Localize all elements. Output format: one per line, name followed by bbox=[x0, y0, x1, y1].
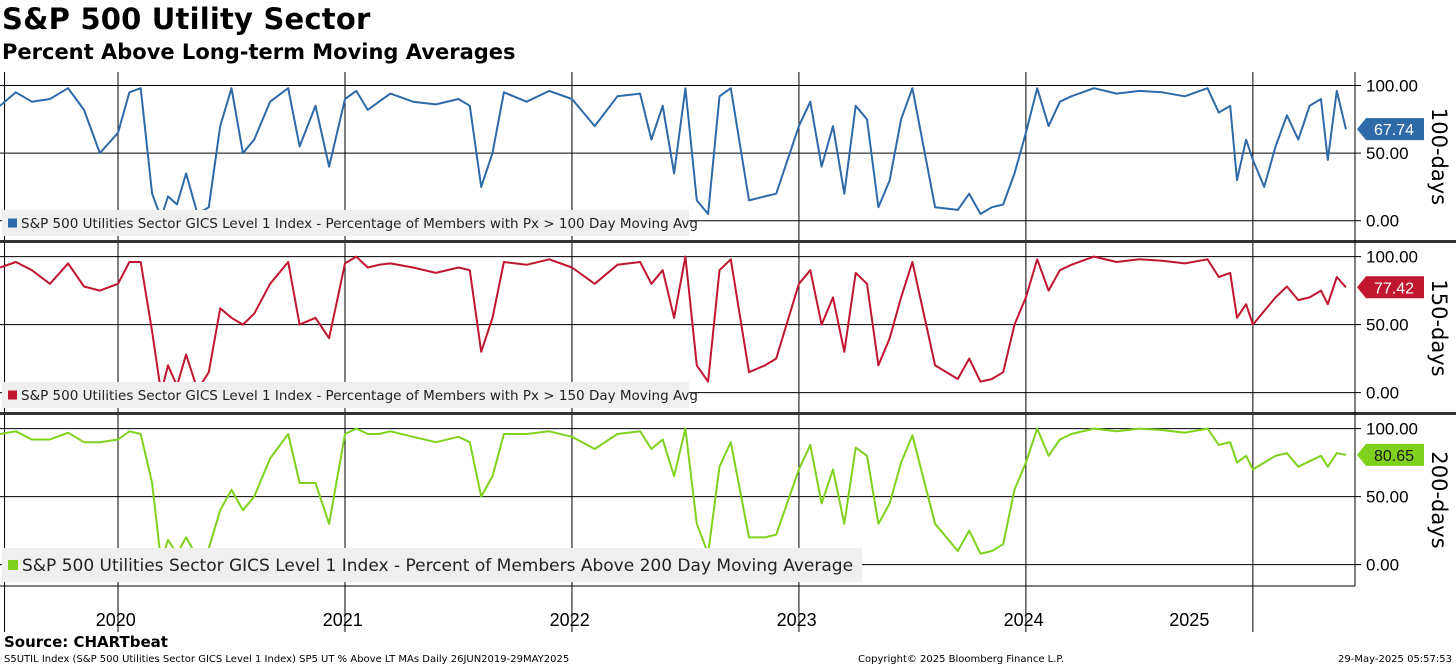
legend-box bbox=[2, 382, 689, 408]
ticker-info: S5UTIL Index (S&P 500 Utilities Sector G… bbox=[4, 654, 570, 665]
series-line-100-days bbox=[0, 87, 1347, 219]
legend-label: S&P 500 Utilities Sector GICS Level 1 In… bbox=[21, 216, 698, 232]
legend-swatch bbox=[8, 390, 17, 400]
x-tick-label: 2023 bbox=[777, 610, 817, 630]
panel-label: 150-days bbox=[1427, 279, 1451, 376]
y-tick-label: 50.00 bbox=[1366, 144, 1409, 163]
chart-subtitle: Percent Above Long-term Moving Averages bbox=[2, 40, 516, 64]
legend-swatch bbox=[8, 560, 18, 570]
y-tick-label: 0.00 bbox=[1366, 556, 1399, 575]
x-tick-label: 2021 bbox=[323, 610, 363, 630]
chart-title: S&P 500 Utility Sector bbox=[2, 2, 371, 36]
y-tick-label: 0.00 bbox=[1366, 212, 1399, 231]
y-tick-label: 100.00 bbox=[1366, 77, 1418, 96]
panel-label: 100-days bbox=[1427, 108, 1451, 205]
panel-separator bbox=[0, 412, 1456, 415]
panel-separator bbox=[0, 240, 1456, 243]
legend-label: S&P 500 Utilities Sector GICS Level 1 In… bbox=[21, 388, 698, 404]
y-tick-label: 100.00 bbox=[1366, 248, 1418, 267]
last-value-badge bbox=[1357, 443, 1424, 466]
y-tick-label: 0.00 bbox=[1366, 384, 1399, 403]
series-line-200-days bbox=[0, 427, 1347, 563]
series-line-150-days bbox=[0, 255, 1347, 394]
last-value-badge bbox=[1357, 276, 1424, 299]
x-tick-label: 2024 bbox=[1004, 610, 1044, 630]
copyright-note: Copyright© 2025 Bloomberg Finance L.P. bbox=[858, 654, 1065, 665]
x-tick-label: 2025 bbox=[1169, 610, 1209, 630]
last-value-label: 80.65 bbox=[1374, 448, 1414, 465]
last-value-label: 67.74 bbox=[1374, 122, 1414, 139]
last-value-label: 77.42 bbox=[1374, 280, 1414, 297]
timestamp: 29-May-2025 05:57:53 bbox=[1338, 654, 1452, 665]
source-note: Source: CHARTbeat bbox=[4, 633, 168, 651]
x-tick-label: 2022 bbox=[550, 610, 590, 630]
legend-label: S&P 500 Utilities Sector GICS Level 1 In… bbox=[22, 556, 853, 576]
legend-box bbox=[2, 210, 689, 236]
y-tick-label: 50.00 bbox=[1366, 488, 1409, 507]
y-tick-label: 50.00 bbox=[1366, 316, 1409, 335]
last-value-badge bbox=[1357, 118, 1424, 141]
x-tick-label: 2020 bbox=[96, 610, 136, 630]
legend-swatch bbox=[8, 218, 17, 228]
legend-box bbox=[2, 548, 862, 582]
y-tick-label: 100.00 bbox=[1366, 420, 1418, 439]
panel-label: 200-days bbox=[1427, 451, 1451, 548]
